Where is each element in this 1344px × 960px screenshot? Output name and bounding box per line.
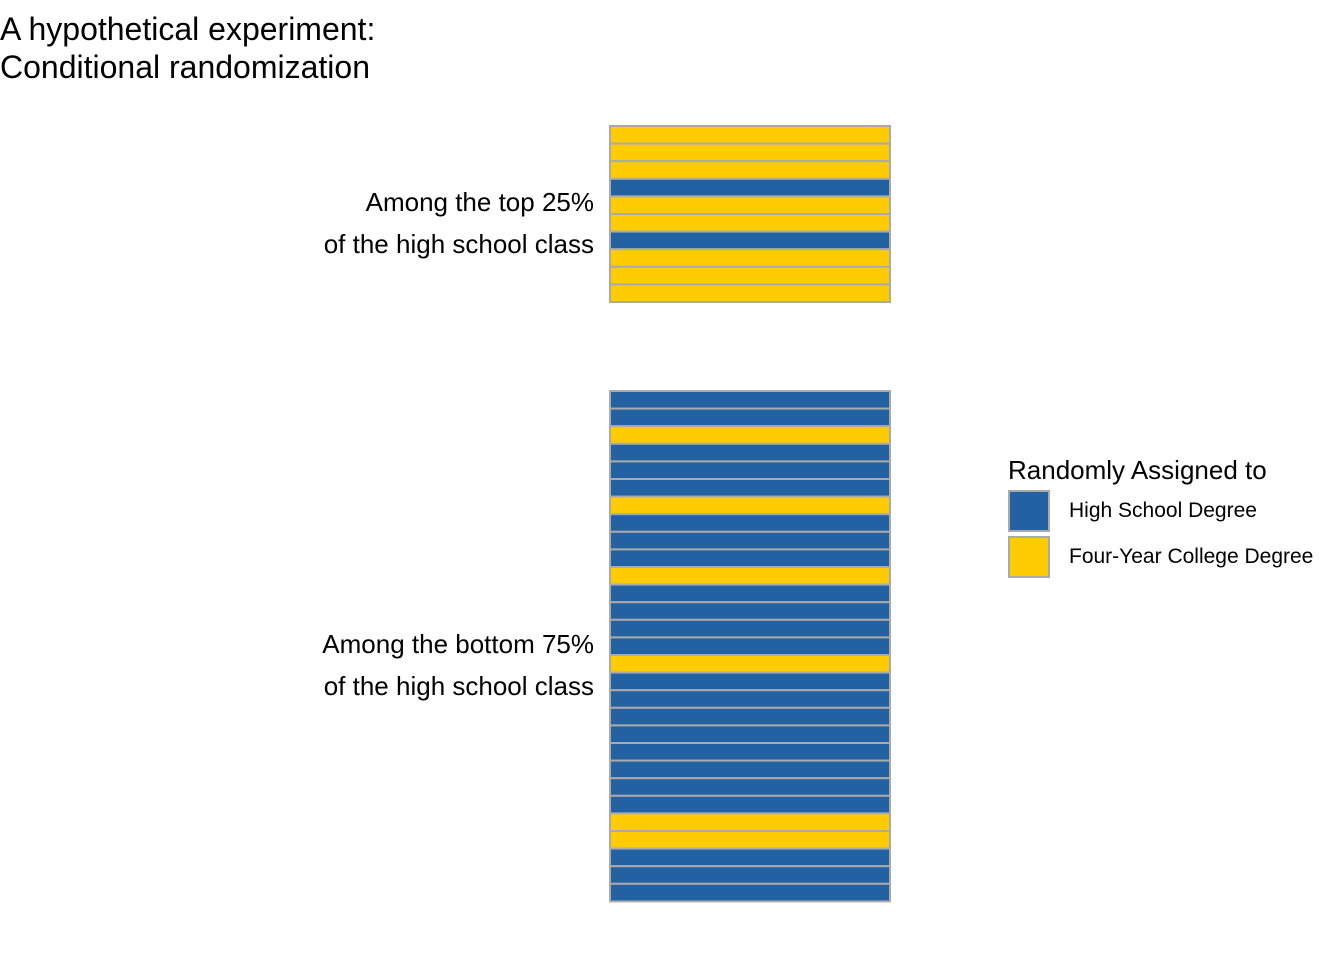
cell-college-bottom-7: [609, 495, 891, 516]
cell-college-bottom-25: [609, 812, 891, 833]
cell-high-school-bottom-28: [609, 865, 891, 885]
cell-college-top-8: [609, 248, 891, 268]
cell-high-school-bottom-20: [609, 724, 891, 745]
cell-high-school-bottom-10: [609, 548, 891, 569]
cell-high-school-bottom-12: [609, 583, 891, 604]
group-label-top: Among the top 25% of the high school cla…: [194, 181, 594, 265]
legend-swatch-high-school: [1008, 490, 1050, 532]
cell-college-bottom-16: [609, 654, 891, 674]
cell-college-bottom-11: [609, 566, 891, 586]
cell-college-bottom-26: [609, 830, 891, 850]
legend-title: Randomly Assigned to: [1008, 455, 1267, 485]
legend-label-college: Four-Year College Degree: [1069, 545, 1314, 568]
cell-college-top-9: [609, 265, 891, 286]
cell-high-school-bottom-18: [609, 689, 891, 709]
cell-high-school-bottom-19: [609, 706, 891, 727]
cell-high-school-bottom-27: [609, 847, 891, 868]
chart-title-line-2: Conditional randomization: [0, 49, 370, 85]
cell-high-school-bottom-23: [609, 777, 891, 797]
cell-college-bottom-3: [609, 425, 891, 445]
cell-high-school-bottom-15: [609, 636, 891, 657]
cell-high-school-bottom-24: [609, 794, 891, 815]
legend-item-college: Four-Year College Degree: [1008, 536, 1313, 582]
cell-high-school-bottom-9: [609, 530, 891, 551]
legend-item-high-school: High School Degree: [1008, 490, 1267, 536]
cell-college-top-2: [609, 142, 891, 163]
cell-college-top-3: [609, 160, 891, 180]
cell-high-school-bottom-22: [609, 759, 891, 780]
cell-high-school-bottom-4: [609, 442, 891, 463]
group-label-bottom-line-1: Among the bottom 75%: [322, 629, 594, 659]
cell-high-school-bottom-8: [609, 513, 891, 533]
group-label-top-line-1: Among the top 25%: [365, 187, 594, 217]
cell-high-school-bottom-14: [609, 618, 891, 639]
chart-title: A hypothetical experiment: Conditional r…: [0, 10, 375, 86]
legend-swatch-college: [1008, 536, 1050, 578]
cell-high-school-bottom-13: [609, 601, 891, 621]
cell-college-top-10: [609, 283, 891, 303]
group-bottom-cells: [609, 390, 891, 903]
cell-high-school-bottom-5: [609, 460, 891, 480]
cell-high-school-bottom-1: [609, 390, 891, 410]
cell-college-top-1: [609, 125, 891, 145]
cell-high-school-top-7: [609, 230, 891, 251]
group-label-bottom-line-2: of the high school class: [323, 671, 594, 701]
group-label-top-line-2: of the high school class: [323, 229, 594, 259]
chart-title-line-1: A hypothetical experiment:: [0, 11, 376, 47]
cell-high-school-bottom-17: [609, 671, 891, 692]
group-top-cells: [609, 125, 891, 303]
cell-college-top-5: [609, 195, 891, 215]
legend: Randomly Assigned to High School Degree …: [1008, 450, 1313, 582]
cell-college-top-6: [609, 213, 891, 233]
legend-label-high-school: High School Degree: [1069, 499, 1257, 522]
cell-high-school-bottom-6: [609, 478, 891, 498]
cell-high-school-bottom-21: [609, 742, 891, 762]
cell-high-school-top-4: [609, 177, 891, 198]
cell-high-school-bottom-2: [609, 407, 891, 428]
cell-high-school-bottom-29: [609, 882, 891, 903]
group-label-bottom: Among the bottom 75% of the high school …: [194, 623, 594, 707]
